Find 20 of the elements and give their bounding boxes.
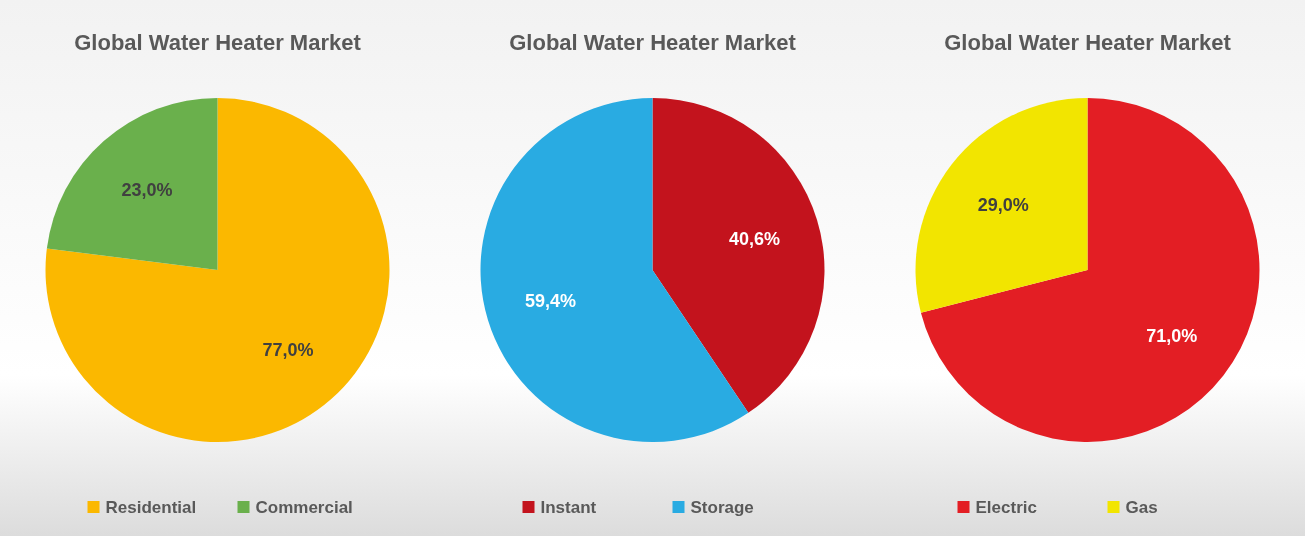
legend-label: Commercial xyxy=(255,497,353,517)
data-label: 77,0% xyxy=(262,340,314,361)
data-label: 40,6% xyxy=(729,229,781,250)
pie-slice xyxy=(46,98,218,270)
data-label: 71,0% xyxy=(1146,325,1198,346)
pie-slice xyxy=(45,98,390,442)
chart-title: Global Water Heater Market xyxy=(944,30,1232,55)
data-label: 29,0% xyxy=(977,194,1029,215)
legend-label: Storage xyxy=(690,497,754,517)
chart-title: Global Water Heater Market xyxy=(509,30,797,55)
chart-title: Global Water Heater Market xyxy=(74,30,362,55)
data-label: 23,0% xyxy=(121,180,173,201)
legend-label: Instant xyxy=(540,497,597,517)
pie-slice xyxy=(920,98,1260,442)
legend-label: Electric xyxy=(975,497,1037,517)
legend-label: Residential xyxy=(105,497,197,517)
pie-slice xyxy=(915,98,1088,313)
data-label: 59,4% xyxy=(524,291,576,312)
pie-slice xyxy=(652,98,825,413)
legend-label: Gas xyxy=(1125,497,1158,517)
